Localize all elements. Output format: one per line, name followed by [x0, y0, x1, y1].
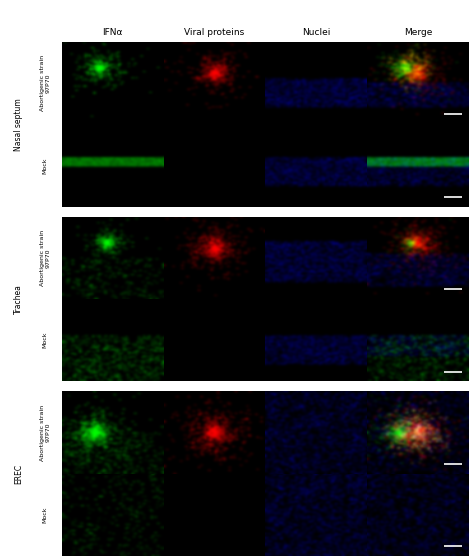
Text: EREC: EREC — [15, 464, 23, 484]
Text: IFNα: IFNα — [102, 27, 123, 37]
Text: Abortigenic strain
97P70: Abortigenic strain 97P70 — [40, 55, 50, 111]
Text: Abortigenic strain
97P70: Abortigenic strain 97P70 — [40, 230, 50, 286]
Text: Mock: Mock — [43, 507, 47, 523]
Text: Trachea: Trachea — [15, 284, 23, 314]
Text: Nasal septum: Nasal septum — [15, 98, 23, 151]
Text: Merge: Merge — [404, 27, 432, 37]
Text: Nuclei: Nuclei — [302, 27, 330, 37]
Text: Viral proteins: Viral proteins — [184, 27, 245, 37]
Text: Abortigenic strain
97P70: Abortigenic strain 97P70 — [40, 405, 50, 461]
Text: Mock: Mock — [43, 332, 47, 348]
Text: Mock: Mock — [43, 157, 47, 174]
